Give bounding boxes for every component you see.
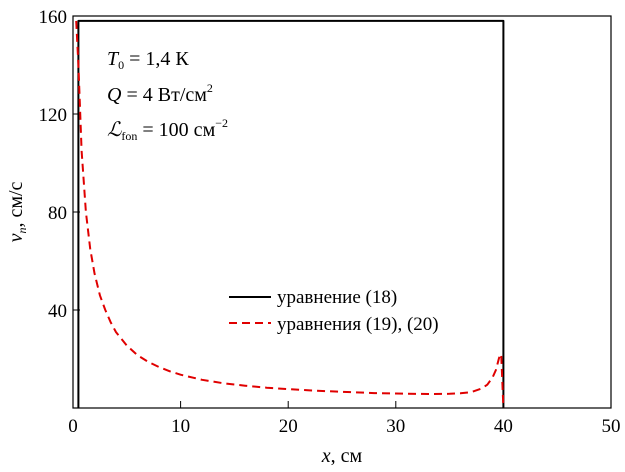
y-axis-sub: n — [15, 228, 29, 234]
x-axis-unit: , см — [331, 445, 363, 467]
y-axis-var: v — [5, 233, 27, 242]
annotation-l-rest: = 100 см — [137, 119, 215, 141]
x-tick-label-2: 20 — [279, 416, 298, 437]
annotation-t-var: T — [107, 48, 120, 70]
annotation-t-sub: 0 — [118, 58, 124, 72]
annotation-l-sub: fon — [121, 129, 137, 143]
annotation-q-rest: = 4 Вт/см — [121, 84, 207, 106]
y-tick-label-1: 80 — [48, 203, 67, 224]
x-tick-label-0: 0 — [68, 416, 78, 437]
annotation-q-var: Q — [107, 84, 122, 106]
annotation-q-sup: 2 — [207, 81, 213, 95]
annotation-heat-flux: Q = 4 Вт/см2 — [107, 81, 213, 106]
y-tick-label-2: 120 — [39, 105, 68, 126]
legend: уравнение (18) уравнения (19), (20) — [229, 287, 439, 335]
annotation-l-var: ℒ — [107, 119, 122, 141]
x-tick-label-4: 40 — [494, 416, 513, 437]
y-axis-title: vn, см/с — [5, 181, 29, 242]
series-layer — [75, 19, 505, 409]
x-axis-title: x, см — [321, 445, 363, 467]
annotation-t-rest: = 1,4 К — [124, 48, 189, 70]
annotation-vortex-density: ℒfon = 100 см−2 — [107, 116, 228, 143]
y-axis-unit: , см/с — [5, 181, 27, 227]
x-tick-label-1: 10 — [171, 416, 190, 437]
x-axis-var: x — [321, 445, 331, 467]
plot-frame — [72, 15, 612, 409]
annotation-temperature: T0 = 1,4 К — [107, 48, 189, 72]
legend-label-1: уравнения (19), (20) — [277, 314, 439, 335]
series-line-1 — [75, 20, 505, 409]
y-tick-label-0: 40 — [48, 301, 67, 322]
x-tick-label-3: 30 — [386, 416, 405, 437]
x-tick-label-5: 50 — [602, 416, 621, 437]
legend-label-0: уравнение (18) — [277, 287, 397, 308]
annotation-l-sup: −2 — [215, 116, 228, 130]
y-tick-label-3: 160 — [39, 7, 68, 28]
series-line-0 — [77, 19, 505, 408]
